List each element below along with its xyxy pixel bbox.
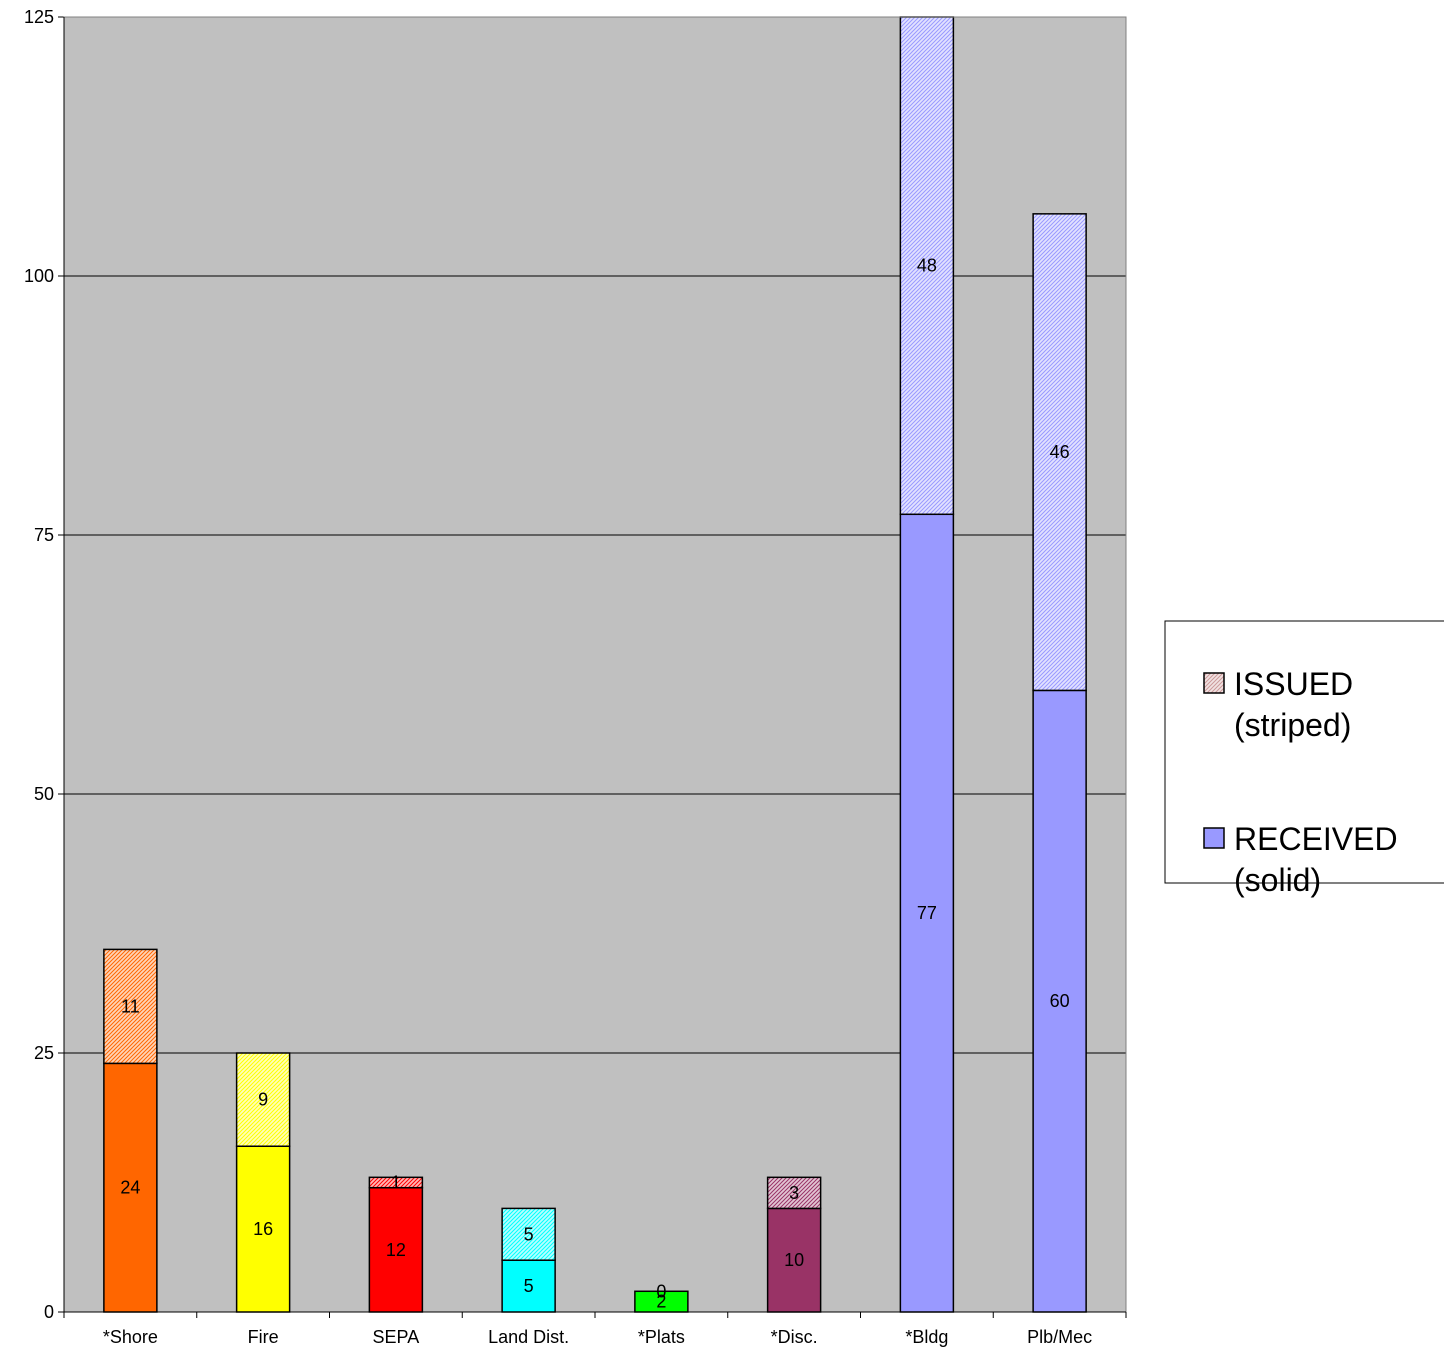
- y-tick-label-125: 125: [24, 7, 54, 27]
- x-tick-label-bldg: *Bldg: [905, 1327, 948, 1347]
- y-tick-label-25: 25: [34, 1043, 54, 1063]
- y-tick-label-50: 50: [34, 784, 54, 804]
- label-issued-shore: 11: [121, 996, 140, 1016]
- x-tick-label-sepa: SEPA: [373, 1327, 420, 1347]
- label-issued-sepa: 1: [391, 1173, 401, 1193]
- y-tick-label-100: 100: [24, 266, 54, 286]
- label-issued-disc: 3: [789, 1183, 799, 1203]
- plot-area: [64, 17, 1126, 1312]
- label-received-sepa: 12: [386, 1240, 406, 1260]
- x-tick-label-land-dist: Land Dist.: [488, 1327, 569, 1347]
- legend-received-line2: (solid): [1234, 862, 1321, 898]
- legend-issued-line2: (striped): [1234, 707, 1351, 743]
- label-issued-land-dist: 5: [524, 1224, 534, 1244]
- label-received-land-dist: 5: [524, 1276, 534, 1296]
- x-tick-label-fire: Fire: [248, 1327, 279, 1347]
- label-issued-plb-mec: 46: [1050, 442, 1070, 462]
- legend: ISSUED (striped) RECEIVED (solid): [1165, 621, 1444, 898]
- legend-swatch-received: [1204, 828, 1224, 848]
- x-tick-label-plb-mec: Plb/Mec: [1027, 1327, 1092, 1347]
- legend-received-line1: RECEIVED: [1234, 821, 1398, 857]
- label-issued-bldg: 48: [917, 256, 937, 276]
- x-tick-label-shore: *Shore: [103, 1327, 158, 1347]
- x-tick-label-disc: *Disc.: [771, 1327, 818, 1347]
- legend-swatch-issued: [1204, 673, 1224, 693]
- label-received-fire: 16: [253, 1219, 273, 1239]
- legend-issued-line1: ISSUED: [1234, 666, 1353, 702]
- y-tick-label-75: 75: [34, 525, 54, 545]
- label-received-bldg: 77: [917, 903, 937, 923]
- label-received-disc: 10: [784, 1250, 804, 1270]
- y-tick-label-0: 0: [44, 1302, 54, 1322]
- label-received-shore: 24: [120, 1178, 140, 1198]
- label-issued-fire: 9: [258, 1090, 268, 1110]
- label-received-plb-mec: 60: [1050, 991, 1070, 1011]
- label-issued-plats: 0: [656, 1281, 666, 1301]
- x-tick-label-plats: *Plats: [638, 1327, 685, 1347]
